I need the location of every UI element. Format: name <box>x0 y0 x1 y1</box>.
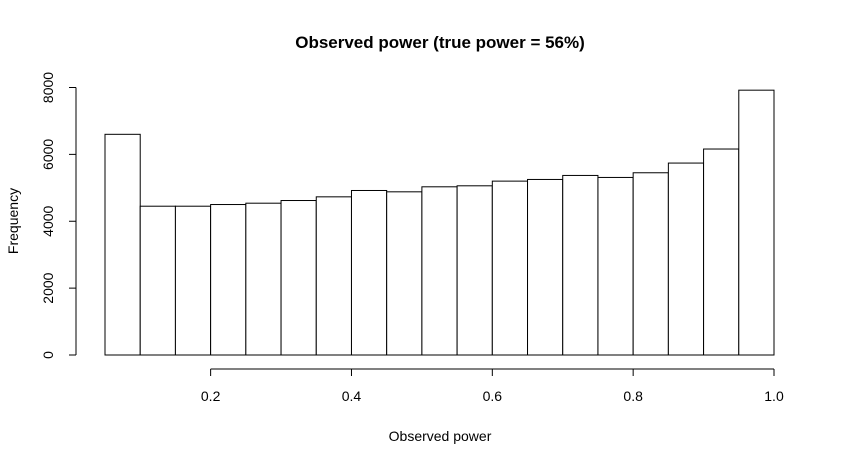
y-tick-label: 8000 <box>40 72 56 103</box>
y-axis: 0 2000 4000 6000 8000 <box>40 72 77 359</box>
histogram-bar <box>350 189 388 356</box>
x-axis-label: Observed power <box>389 428 492 444</box>
x-tick-label: 0.2 <box>201 388 221 404</box>
histogram-bar <box>245 202 282 356</box>
y-tick-label: 2000 <box>40 272 56 303</box>
x-tick-label: 0.8 <box>623 388 643 404</box>
histogram-bar <box>667 162 705 356</box>
histogram-bar <box>527 178 564 356</box>
y-axis-label: Frequency <box>5 188 21 254</box>
y-tick-label: 6000 <box>40 139 56 170</box>
histogram-bar <box>421 186 458 356</box>
histogram-bar <box>139 205 176 356</box>
x-tick-label: 0.6 <box>483 388 503 404</box>
histogram-bar <box>632 172 669 356</box>
histogram-bar <box>703 148 740 356</box>
histogram-bar <box>280 200 317 356</box>
histogram-bar <box>104 133 141 356</box>
x-tick-label: 0.4 <box>342 388 362 404</box>
histogram-bar <box>386 191 423 356</box>
y-tick-label: 4000 <box>40 205 56 236</box>
histogram-bar <box>562 174 599 356</box>
histogram-bar <box>315 196 352 356</box>
histogram-bar <box>210 204 247 356</box>
histogram-bar <box>597 176 634 356</box>
bars-group <box>104 89 775 356</box>
histogram-bar <box>456 185 493 356</box>
histogram-bar <box>491 180 529 356</box>
x-tick-label: 1.0 <box>764 388 784 404</box>
x-axis: 0.2 0.4 0.6 0.8 1.0 <box>201 368 784 404</box>
y-tick-label: 0 <box>40 351 56 359</box>
histogram-bar <box>738 89 775 356</box>
chart-title: Observed power (true power = 56%) <box>295 33 585 52</box>
histogram-bar <box>174 205 212 356</box>
